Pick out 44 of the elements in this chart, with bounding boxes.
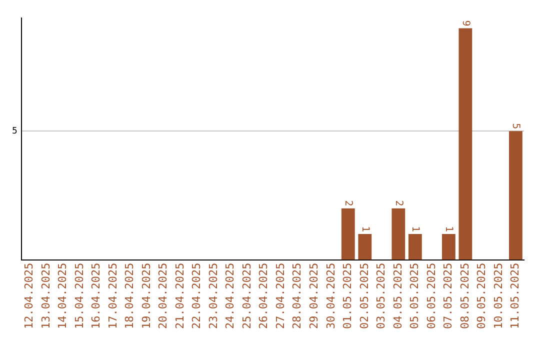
x-tick-label: 14.04.2025 xyxy=(56,262,70,330)
x-tick-label: 30.04.2025 xyxy=(324,262,338,330)
x-tick-label: 15.04.2025 xyxy=(72,262,86,330)
x-tick-label: 12.04.2025 xyxy=(22,262,36,330)
bar xyxy=(392,208,406,260)
x-tick-label: 01.05.2025 xyxy=(341,262,354,330)
x-tick-label: 25.04.2025 xyxy=(240,262,254,330)
x-tick-label: 11.05.2025 xyxy=(508,262,522,330)
x-tick-label: 19.04.2025 xyxy=(140,262,153,330)
data-label: 5 xyxy=(510,123,522,130)
data-label: 1 xyxy=(410,226,421,232)
x-tick-label: 02.05.2025 xyxy=(358,262,371,330)
x-tick-label: 28.04.2025 xyxy=(290,262,304,330)
x-tick-label: 16.04.2025 xyxy=(90,262,103,330)
x-tick-label: 05.05.2025 xyxy=(408,262,422,330)
x-tick-label: 08.05.2025 xyxy=(458,262,472,330)
x-tick-label: 20.04.2025 xyxy=(156,262,170,330)
x-tick-label: 13.04.2025 xyxy=(39,262,52,330)
bar xyxy=(358,234,372,260)
x-tick-label: 24.04.2025 xyxy=(224,262,237,330)
bar xyxy=(341,208,355,260)
data-label: 9 xyxy=(460,20,471,26)
data-label: 1 xyxy=(359,226,370,232)
x-tick-label: 10.05.2025 xyxy=(492,262,505,330)
bar xyxy=(442,234,456,260)
data-label: 2 xyxy=(392,200,404,206)
bar xyxy=(408,234,422,260)
x-tick-label: 03.05.2025 xyxy=(374,262,388,330)
x-tick-label: 27.04.2025 xyxy=(274,262,287,330)
bar xyxy=(509,131,522,260)
x-tick-label: 29.04.2025 xyxy=(307,262,320,330)
x-tick-label: 22.04.2025 xyxy=(190,262,204,330)
x-tick-label: 26.04.2025 xyxy=(257,262,270,330)
x-tick-label: 07.05.2025 xyxy=(442,262,455,330)
x-tick-label: 21.04.2025 xyxy=(173,262,186,330)
data-label: 1 xyxy=(443,226,454,232)
data-label: 2 xyxy=(342,200,354,206)
x-tick-label: 18.04.2025 xyxy=(123,262,136,330)
x-tick-label: 06.05.2025 xyxy=(424,262,438,330)
bar xyxy=(458,28,472,260)
x-tick-label: 23.04.2025 xyxy=(206,262,220,330)
x-tick-label: 09.05.2025 xyxy=(475,262,488,330)
x-tick-label: 17.04.2025 xyxy=(106,262,120,330)
x-tick-label: 04.05.2025 xyxy=(391,262,404,330)
